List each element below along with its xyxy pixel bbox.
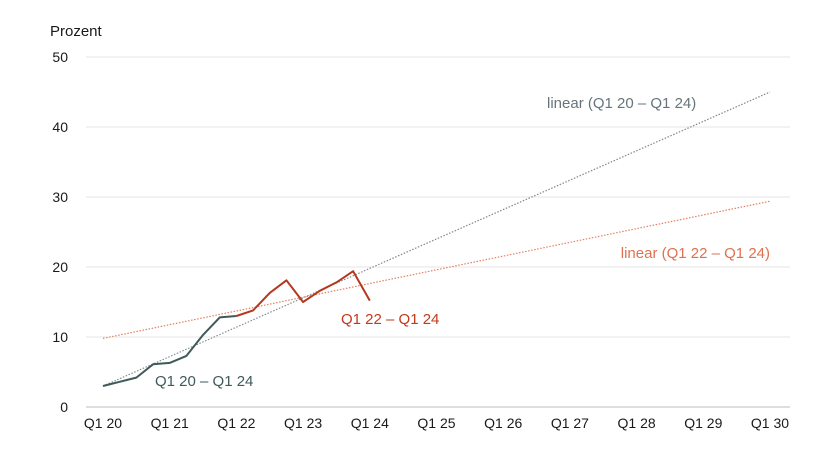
gridlines bbox=[86, 56, 790, 408]
y-tick-label: 30 bbox=[52, 189, 68, 205]
x-axis: Q1 20 Q1 21 Q1 22 Q1 23 Q1 24 Q1 25 Q1 26 Q1 27… bbox=[84, 415, 789, 431]
y-tick-label: 0 bbox=[60, 399, 68, 415]
series-line-1 bbox=[102, 315, 237, 387]
series-annotation: linear (Q1 20 – Q1 24) bbox=[547, 95, 696, 112]
x-tick-label: Q1 22 bbox=[217, 415, 255, 431]
x-tick-label: Q1 24 bbox=[351, 415, 389, 431]
series-annotations: Q1 20 – Q1 24 Q1 22 – Q1 24 linear (Q1 20 … bbox=[155, 95, 770, 390]
x-tick-label: Q1 20 bbox=[84, 415, 122, 431]
x-tick-label: Q1 25 bbox=[417, 415, 455, 431]
x-tick-label: Q1 23 bbox=[284, 415, 322, 431]
x-tick-label: Q1 27 bbox=[551, 415, 589, 431]
series-annotation: Q1 20 – Q1 24 bbox=[155, 373, 253, 390]
series-line-3 bbox=[102, 91, 771, 387]
x-tick-label: Q1 30 bbox=[751, 415, 789, 431]
x-tick-label: Q1 21 bbox=[151, 415, 189, 431]
series-line-4 bbox=[102, 200, 771, 339]
y-axis-unit-label: Prozent bbox=[50, 23, 103, 40]
x-tick-label: Q1 29 bbox=[684, 415, 722, 431]
y-tick-label: 40 bbox=[52, 119, 68, 135]
data-lines bbox=[102, 91, 771, 387]
y-tick-label: 20 bbox=[52, 259, 68, 275]
y-tick-label: 50 bbox=[52, 49, 68, 65]
y-axis: Prozent 0 10 20 30 40 50 bbox=[50, 23, 103, 415]
series-annotation: Q1 22 – Q1 24 bbox=[341, 311, 439, 328]
y-tick-label: 10 bbox=[52, 329, 68, 345]
x-tick-label: Q1 28 bbox=[618, 415, 656, 431]
series-annotation: linear (Q1 22 – Q1 24) bbox=[621, 245, 770, 262]
series-line-2 bbox=[236, 270, 371, 317]
x-tick-label: Q1 26 bbox=[484, 415, 522, 431]
